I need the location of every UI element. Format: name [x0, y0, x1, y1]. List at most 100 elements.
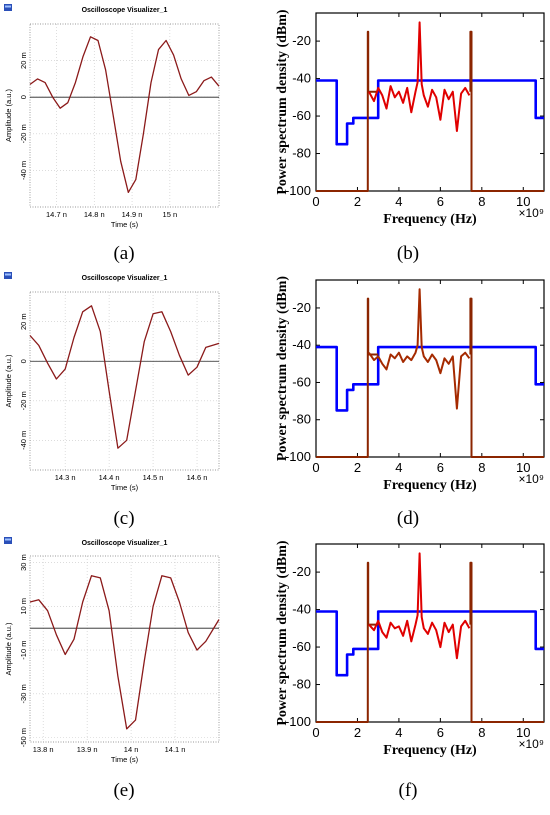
y-tick-label: -20: [292, 300, 311, 315]
x-tick-label: 14 n: [124, 745, 139, 754]
series-line-1: [316, 79, 544, 146]
y-tick-label: -40 m: [19, 161, 28, 180]
y-tick-label: 0: [19, 95, 28, 99]
y-tick-label: -40 m: [19, 431, 28, 450]
x-axis-label: Frequency (Hz): [383, 212, 477, 227]
series-line-3: [469, 297, 544, 458]
series-line-2: [316, 30, 379, 192]
series-line-3: [469, 30, 544, 192]
y-tick-label: -60: [292, 639, 311, 654]
y-axis-label: Amplitude (a.u.): [4, 354, 13, 407]
x-tick-label: 2: [354, 460, 361, 475]
y-tick-label: -40: [292, 71, 311, 86]
x-tick-label: 13.9 n: [77, 745, 98, 754]
x-tick-label: 13.8 n: [33, 745, 54, 754]
chart-title: Oscilloscope Visualizer_1: [82, 275, 168, 282]
x-tick-label: 14.5 n: [143, 473, 164, 482]
series-line-1: [29, 36, 220, 194]
x-tick-label: 14.6 n: [187, 473, 208, 482]
y-tick-label: -60: [292, 108, 311, 123]
x-tick-label: 8: [478, 194, 485, 209]
panel-label-f: (f): [399, 780, 418, 801]
x-tick-label: 14.7 n: [46, 210, 67, 219]
panel-label-e: (e): [113, 780, 134, 801]
x-tick-label: 0: [312, 194, 319, 209]
x-tick-label: 0: [312, 725, 319, 740]
x-tick-label: 2: [354, 194, 361, 209]
y-tick-label: -10 m: [19, 641, 28, 660]
y-tick-label: 20 m: [19, 52, 28, 69]
y-tick-label: -20: [292, 564, 311, 579]
y-axis-label: Power spectrum density (dBm): [275, 9, 290, 195]
panel-label-a: (a): [113, 243, 134, 264]
series-line-1: [316, 345, 544, 412]
y-tick-label: -40: [292, 337, 311, 352]
series-line-2: [316, 297, 379, 458]
y-tick-label: 30 m: [19, 554, 28, 571]
x-tick-label: 15 n: [163, 210, 178, 219]
x-tick-label: 6: [437, 194, 444, 209]
chart-panel-5: Oscilloscope Visualizer_1 13.8 n 13.9 n 14 …: [4, 537, 220, 764]
series-line-1: [316, 610, 544, 677]
plot-frame: [315, 12, 545, 192]
x-tick-label: 14.8 n: [84, 210, 105, 219]
x-tick-label: 10: [516, 194, 530, 209]
x-tick-label: 6: [437, 460, 444, 475]
series-line-1: [29, 305, 220, 449]
y-tick-label: -80: [292, 146, 311, 161]
y-tick-label: -20 m: [19, 391, 28, 410]
app-icon-detail: [5, 273, 11, 276]
x-tick-label: 6: [437, 725, 444, 740]
series-line-2: [316, 561, 379, 723]
x-tick-label: 10: [516, 460, 530, 475]
y-tick-label: 0: [19, 359, 28, 363]
y-tick-label: -20 m: [19, 124, 28, 143]
x-tick-label: 8: [478, 460, 485, 475]
y-tick-label: -100: [285, 714, 311, 729]
x-axis-label: Time (s): [111, 755, 139, 764]
plot-frame: [315, 543, 545, 723]
y-tick-label: -60: [292, 374, 311, 389]
y-axis-label: Amplitude (a.u.): [4, 622, 13, 675]
x-tick-label: 4: [395, 460, 402, 475]
y-axis-label: Power spectrum density (dBm): [275, 276, 290, 462]
y-tick-label: -40: [292, 602, 311, 617]
series-line-4: [368, 21, 471, 132]
y-tick-label: -30 m: [19, 684, 28, 703]
x-tick-label: 4: [395, 194, 402, 209]
y-tick-label: 10 m: [19, 598, 28, 615]
app-icon-detail: [5, 5, 11, 8]
series-line-4: [368, 288, 471, 410]
chart-panel-3: Oscilloscope Visualizer_1 14.3 n 14.4 n 14.…: [4, 272, 220, 492]
app-icon-detail: [5, 538, 11, 541]
chart-panel-1: Oscilloscope Visualizer_1 14.7 n 14.8 n 14.…: [4, 4, 220, 229]
x-tick-label: 14.1 n: [165, 745, 186, 754]
x-axis-label: Time (s): [111, 220, 139, 229]
y-tick-label: -20: [292, 33, 311, 48]
x-tick-label: 14.3 n: [55, 473, 76, 482]
chart-panel-4: 0 2 4 6 8 10 -20 -40 -60 -80 -100 Frequency (Hz) ×10…: [275, 276, 545, 493]
plot-frame: [29, 291, 220, 471]
plot-frame: [29, 23, 220, 208]
x-tick-label: 10: [516, 725, 530, 740]
y-tick-label: -50 m: [19, 728, 28, 747]
y-tick-label: 20 m: [19, 313, 28, 330]
x-axis-label: Frequency (Hz): [383, 478, 477, 493]
chart-panel-6: 0 2 4 6 8 10 -20 -40 -60 -80 -100 Frequency (Hz) ×10…: [275, 540, 545, 758]
x-tick-label: 2: [354, 725, 361, 740]
x-axis-label: Frequency (Hz): [383, 743, 477, 758]
x-axis-label: Time (s): [111, 483, 139, 492]
y-axis-label: Amplitude (a.u.): [4, 89, 13, 142]
plot-frame: [315, 279, 545, 458]
x-multiplier-label: ×10⁹: [519, 472, 545, 486]
y-axis-label: Power spectrum density (dBm): [275, 540, 290, 726]
y-tick-label: -80: [292, 677, 311, 692]
panel-label-c: (c): [113, 508, 134, 529]
chart-title: Oscilloscope Visualizer_1: [82, 540, 168, 547]
chart-title: Oscilloscope Visualizer_1: [82, 7, 168, 14]
y-tick-label: -100: [285, 183, 311, 198]
x-tick-label: 0: [312, 460, 319, 475]
y-tick-label: -100: [285, 449, 311, 464]
x-tick-label: 8: [478, 725, 485, 740]
